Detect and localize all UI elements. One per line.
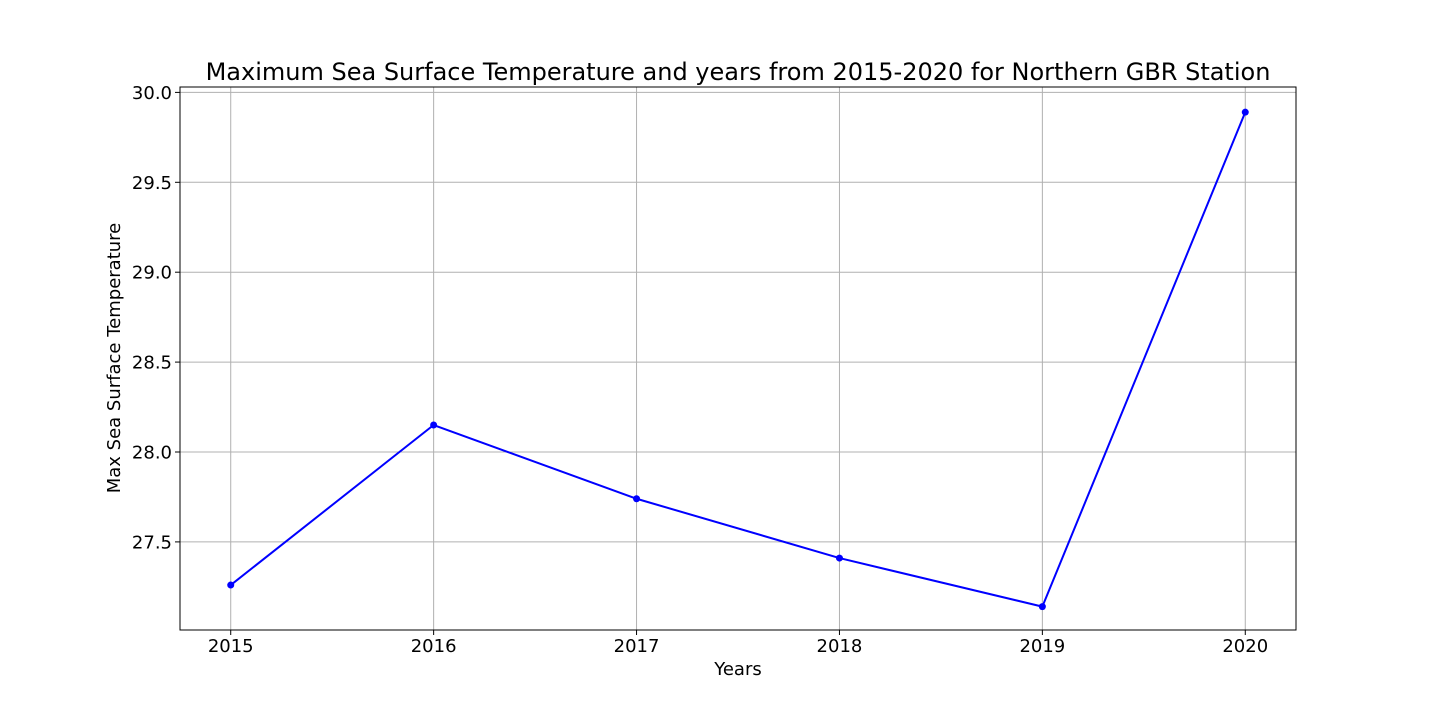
x-tick-label: 2016 [411,636,457,657]
x-tick-label: 2020 [1222,636,1268,657]
series-layer [227,108,1249,611]
x-tick-label: 2017 [614,636,660,657]
data-point [227,581,235,589]
chart-title: Maximum Sea Surface Temperature and year… [206,58,1271,86]
y-tick-label: 28.5 [132,353,172,374]
data-point [835,554,843,562]
data-point [633,495,641,503]
y-tick-label: 27.5 [132,532,172,553]
plot-area-frame [179,86,1297,631]
y-axis-label: Max Sea Surface Temperature [104,223,125,494]
x-axis: 2015 2016 2017 2018 2019 2020 [208,630,1268,657]
x-axis-label: Years [713,659,762,680]
x-tick-label: 2015 [208,636,254,657]
y-tick-label: 29.0 [132,263,172,284]
y-tick-label: 29.5 [132,173,172,194]
data-point [1038,603,1046,611]
data-point [430,421,438,429]
y-tick-label: 28.0 [132,442,172,463]
series-line [230,111,1247,608]
data-point [1241,108,1249,116]
gridlines [180,87,1296,630]
y-tick-label: 30.0 [132,83,172,104]
y-axis: 27.5 28.0 28.5 29.0 29.5 30.0 [132,83,180,553]
x-tick-label: 2019 [1019,636,1065,657]
x-tick-label: 2018 [817,636,863,657]
